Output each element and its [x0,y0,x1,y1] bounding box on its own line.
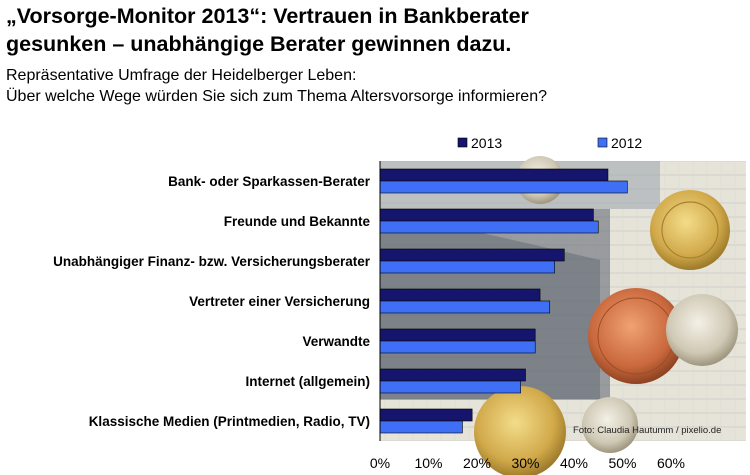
legend-label-2013: 2013 [471,135,502,151]
legend-swatch-2012 [597,137,608,148]
bar-2013-3 [379,288,541,302]
category-label-2: Unabhängiger Finanz- bzw. Versicherungsb… [53,254,371,269]
bar-2013-6 [379,408,473,422]
bar-2012-4 [379,340,536,354]
bars-group [379,168,628,434]
category-label-1: Freunde und Bekannte [224,214,371,229]
bar-2012-2 [379,260,555,274]
x-tick-label-1: 10% [414,455,442,471]
bar-2012-1 [379,220,599,234]
bar-2013-2 [379,248,565,262]
bar-2012-5 [379,380,521,394]
legend: 2013 2012 [457,135,642,151]
bar-2013-5 [379,368,526,382]
x-tick-label-5: 50% [608,455,636,471]
bar-2012-6 [379,420,463,434]
title-line-2: gesunken – unabhängige Berater gewinnen … [6,32,512,56]
subtitle-line-2: Über welche Wege würden Sie sich zum The… [6,88,547,105]
x-tick-label-6: 60% [657,455,685,471]
legend-swatch-2013 [457,137,468,148]
category-labels: Bank- oder Sparkassen-Berater Freunde und… [53,174,371,429]
legend-label-2012: 2012 [611,135,642,151]
bar-2013-1 [379,208,594,222]
x-tick-label-4: 40% [560,455,588,471]
page-title: „Vorsorge-Monitor 2013“: Vertrauen in Ba… [6,2,529,58]
photo-credit: Foto: Claudia Hautumm / pixelio.de [573,425,721,436]
category-label-4: Verwandte [302,334,370,349]
x-tick-label-3: 30% [511,455,539,471]
subtitle-line-1: Repräsentative Umfrage der Heidelberger … [6,67,357,84]
x-axis-ticks: 0% 10% 20% 30% 40% 50% 60% [370,455,685,471]
title-line-1: „Vorsorge-Monitor 2013“: Vertrauen in Ba… [6,4,529,28]
category-label-5: Internet (allgemein) [245,374,370,389]
bar-2013-0 [379,168,609,182]
category-label-0: Bank- oder Sparkassen-Berater [168,174,371,189]
category-label-6: Klassische Medien (Printmedien, Radio, T… [89,414,370,429]
bar-2013-4 [379,328,536,342]
x-tick-label-2: 20% [463,455,491,471]
x-tick-label-0: 0% [370,455,390,471]
category-label-3: Vertreter einer Versicherung [189,294,370,309]
bar-2012-0 [379,180,628,194]
bar-2012-3 [379,300,551,314]
